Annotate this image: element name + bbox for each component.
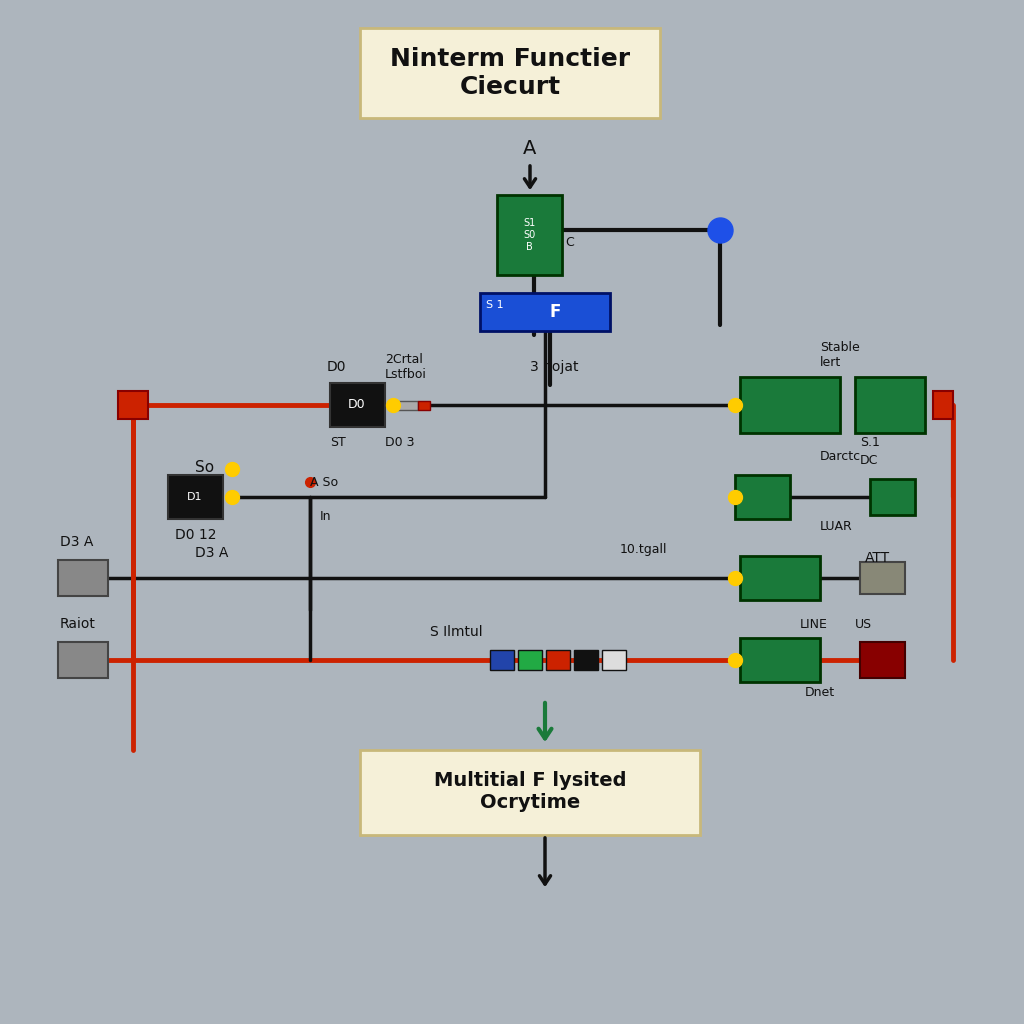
- Text: ATT: ATT: [865, 551, 890, 565]
- Text: S Ilmtul: S Ilmtul: [430, 625, 482, 639]
- Text: 3 nojat: 3 nojat: [530, 360, 579, 374]
- Text: So: So: [195, 460, 214, 474]
- Bar: [740, 377, 840, 433]
- Bar: [497, 195, 562, 275]
- Text: LINE: LINE: [800, 618, 827, 632]
- Bar: [860, 642, 905, 678]
- Text: A: A: [523, 138, 537, 158]
- Bar: [933, 391, 953, 419]
- Bar: [870, 479, 915, 515]
- Bar: [574, 650, 598, 670]
- Bar: [168, 475, 223, 519]
- Text: Dnet: Dnet: [805, 685, 836, 698]
- Bar: [518, 650, 542, 670]
- Text: S1
S0
B: S1 S0 B: [523, 218, 536, 252]
- Text: ST: ST: [330, 436, 346, 450]
- Bar: [602, 650, 626, 670]
- Text: D3 A: D3 A: [60, 535, 93, 549]
- Text: DC: DC: [860, 454, 879, 467]
- Text: S.1: S.1: [860, 436, 880, 450]
- Text: 10.tgall: 10.tgall: [620, 544, 668, 556]
- Bar: [740, 556, 820, 600]
- Bar: [418, 401, 430, 410]
- Bar: [330, 383, 385, 427]
- Bar: [58, 560, 108, 596]
- Bar: [393, 401, 418, 410]
- Text: Ninterm Functier
Ciecurt: Ninterm Functier Ciecurt: [390, 47, 630, 99]
- Text: A So: A So: [310, 475, 338, 488]
- Text: LUAR: LUAR: [820, 520, 853, 534]
- Text: Stable
lert: Stable lert: [820, 341, 860, 369]
- Text: S 1: S 1: [486, 300, 504, 310]
- Text: Multitial F lysited
Ocrytime: Multitial F lysited Ocrytime: [434, 771, 627, 812]
- Bar: [735, 475, 790, 519]
- Text: Darctc: Darctc: [820, 451, 861, 464]
- Text: In: In: [319, 511, 332, 523]
- Bar: [490, 650, 514, 670]
- Bar: [860, 562, 905, 594]
- Text: D0 3: D0 3: [385, 436, 415, 450]
- Text: D0 12: D0 12: [175, 528, 216, 542]
- Text: D0: D0: [348, 398, 366, 412]
- Bar: [360, 750, 700, 835]
- Bar: [546, 650, 570, 670]
- Bar: [480, 293, 610, 331]
- Bar: [740, 638, 820, 682]
- Text: 2Crtal
Lstfboi: 2Crtal Lstfboi: [385, 353, 427, 381]
- Text: C: C: [565, 237, 574, 250]
- Bar: [360, 28, 660, 118]
- Bar: [58, 642, 108, 678]
- Bar: [855, 377, 925, 433]
- Text: D0: D0: [327, 360, 346, 374]
- Text: US: US: [855, 618, 872, 632]
- Text: F: F: [549, 303, 561, 321]
- Text: Raiot: Raiot: [60, 617, 96, 631]
- Text: D1: D1: [187, 492, 203, 502]
- Bar: [118, 391, 148, 419]
- Text: D3 A: D3 A: [195, 546, 228, 560]
